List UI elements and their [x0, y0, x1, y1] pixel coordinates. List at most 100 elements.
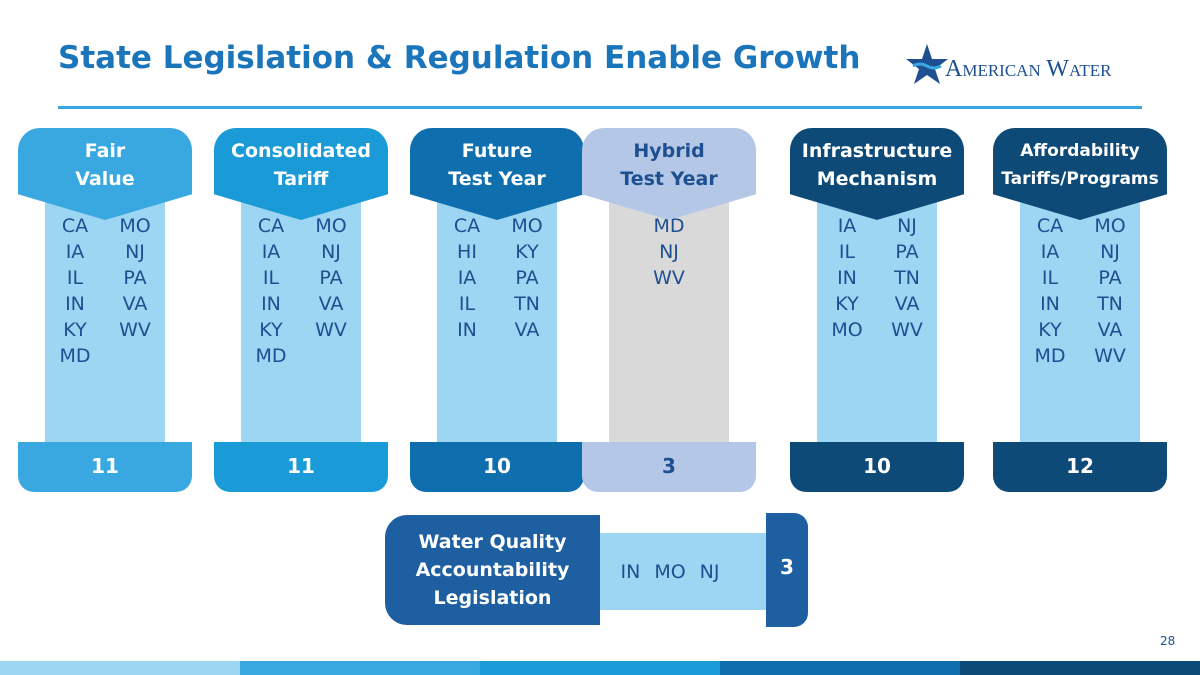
column-count: 10 [790, 442, 964, 492]
state-code: IN [457, 319, 477, 341]
title-rule [58, 106, 1142, 109]
state-code: NJ [125, 241, 145, 263]
header-line: Future [461, 140, 533, 162]
state-code: KY [63, 319, 87, 341]
state-code: VA [1097, 319, 1123, 341]
state-list: CA MO IA NJ IL PA IN TN KY VA MD WV [1020, 190, 1140, 445]
state-code: WV [315, 319, 347, 341]
state-code: PA [1098, 267, 1122, 289]
state-code: NJ [699, 560, 720, 583]
state-code: VA [122, 293, 148, 315]
state-code: MO [511, 215, 543, 237]
state-code: IA [1040, 241, 1060, 263]
header-line: Infrastructure [801, 140, 953, 162]
header-line: Mechanism [816, 168, 938, 190]
column-count: 11 [214, 442, 388, 492]
column-count: 3 [582, 442, 756, 492]
header-line: Test Year [620, 168, 718, 190]
state-code: IA [65, 241, 85, 263]
state-list: CA MO IA NJ IL PA IN VA KY WV MD [45, 190, 165, 445]
state-code: VA [514, 319, 540, 341]
state-code: KY [1038, 319, 1062, 341]
state-code: IL [66, 267, 84, 289]
state-code: IL [262, 267, 280, 289]
state-code: MO [654, 560, 686, 583]
state-code: KY [515, 241, 539, 263]
state-code: WV [891, 319, 923, 341]
state-code: CA [1036, 215, 1064, 237]
column-count: 12 [993, 442, 1167, 492]
state-list: MD NJ WV [609, 190, 729, 445]
state-code: MD [255, 345, 287, 367]
state-code: IL [458, 293, 476, 315]
state-code: IN [837, 267, 857, 289]
logo-star [906, 44, 948, 84]
logo-text: American Water [945, 56, 1112, 82]
state-code: CA [257, 215, 285, 237]
state-list: CA MO HI KY IA PA IL TN IN VA [437, 190, 557, 445]
state-code: NJ [659, 241, 679, 263]
state-code: NJ [321, 241, 341, 263]
state-code: IA [457, 267, 477, 289]
column-header: Infrastructure Mechanism [790, 128, 964, 220]
header-line: Value [75, 168, 135, 190]
header-line: Consolidated [231, 140, 371, 162]
state-code: MO [1094, 215, 1126, 237]
state-code: WV [1094, 345, 1126, 367]
state-code: WV [119, 319, 151, 341]
header-line: Fair [84, 140, 126, 162]
state-code: WV [653, 267, 685, 289]
state-code: IN [1040, 293, 1060, 315]
state-code: CA [453, 215, 481, 237]
header-line: Legislation [433, 587, 552, 609]
state-code: IN [261, 293, 281, 315]
header-line: Hybrid [633, 140, 705, 162]
header-line: Tariffs/Programs [1001, 169, 1159, 189]
state-code: CA [61, 215, 89, 237]
state-code: IL [838, 241, 856, 263]
header-line: Tariff [273, 168, 329, 190]
header-line: Water Quality [418, 531, 567, 553]
state-code: TN [1097, 293, 1123, 315]
state-code: KY [259, 319, 283, 341]
footer-stripe [0, 661, 240, 675]
state-code: MO [315, 215, 347, 237]
header-line: Affordability [1020, 141, 1140, 161]
state-list: CA MO IA NJ IL PA IN VA KY WV MD [241, 190, 361, 445]
state-code: HI [457, 241, 477, 263]
column-header: Affordability Tariffs/Programs [993, 128, 1167, 220]
state-code: PA [515, 267, 539, 289]
slide-title: State Legislation & Regulation Enable Gr… [58, 40, 861, 76]
water-quality-header: Water Quality Accountability Legislation [385, 515, 600, 625]
state-code: MO [831, 319, 863, 341]
footer-stripe [960, 661, 1200, 675]
footer-stripe [720, 661, 960, 675]
state-code: PA [895, 241, 919, 263]
state-code: MD [59, 345, 91, 367]
state-code: MO [119, 215, 151, 237]
state-code: PA [123, 267, 147, 289]
state-code: MD [653, 215, 685, 237]
state-code: TN [894, 267, 920, 289]
state-code: VA [318, 293, 344, 315]
column-count: 10 [410, 442, 584, 492]
state-code: NJ [1100, 241, 1120, 263]
water-quality-count: 3 [766, 513, 808, 627]
page-number: 28 [1160, 634, 1176, 648]
header-line: Test Year [448, 168, 546, 190]
state-code: MD [1034, 345, 1066, 367]
state-code: IA [261, 241, 281, 263]
water-quality-states: IN MO NJ [585, 533, 775, 610]
state-code: TN [514, 293, 540, 315]
footer-stripe [480, 661, 720, 675]
state-code: IN [620, 560, 641, 583]
column-count: 11 [18, 442, 192, 492]
state-code: PA [319, 267, 343, 289]
state-code: IN [65, 293, 85, 315]
state-code: IA [837, 215, 857, 237]
header-line: Accountability [415, 559, 570, 581]
footer-stripe [240, 661, 480, 675]
state-list: IA NJ IL PA IN TN KY VA MO WV [817, 190, 937, 445]
state-code: VA [894, 293, 920, 315]
